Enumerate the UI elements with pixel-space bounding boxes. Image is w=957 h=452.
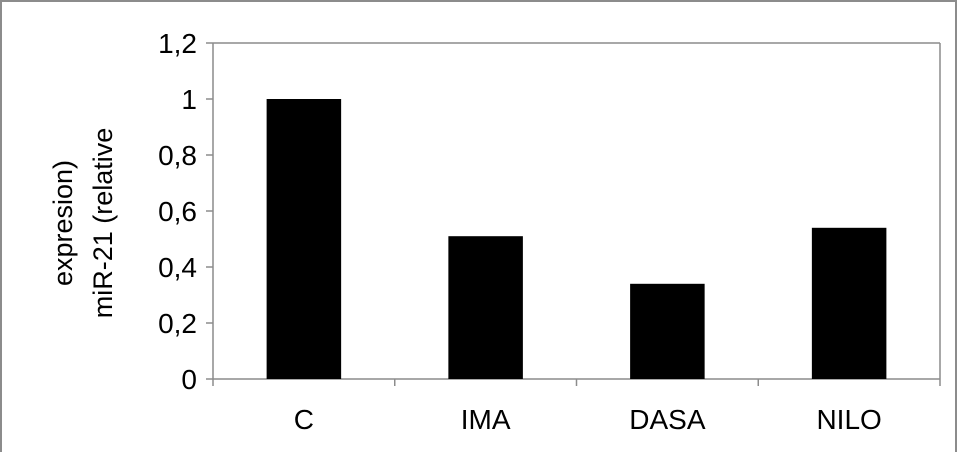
bar-ima (448, 236, 523, 379)
bars-group (266, 99, 887, 379)
y-tick-label: 0,2 (158, 308, 197, 339)
y-tick-label: 1,2 (158, 28, 197, 59)
x-tick-label: IMA (461, 404, 511, 435)
x-tick-label: C (294, 404, 314, 435)
y-tick-label: 0,6 (158, 196, 197, 227)
x-ticks-group: C IMA DASA NILO (212, 379, 941, 435)
bar-nilo (811, 227, 887, 379)
x-tick-label: NILO (816, 404, 881, 435)
bar-dasa (630, 283, 705, 379)
y-axis-label-line-2: miR-21 (relative (88, 128, 118, 319)
y-tick-label: 1 (181, 84, 197, 115)
frame-right-border (955, 0, 957, 452)
frame-left-border (0, 0, 2, 452)
bar-c (266, 99, 342, 379)
y-axis-label-line-1: expresion) (48, 160, 78, 286)
y-tick-label: 0 (181, 364, 197, 395)
y-ticks-group: 0 0,2 0,4 0,6 0,8 1 1,2 (158, 28, 213, 395)
frame-top-border (0, 0, 957, 2)
y-tick-label: 0,4 (158, 252, 197, 283)
x-tick-label: DASA (629, 404, 706, 435)
y-axis-label: expresion) miR-21 (relative (48, 128, 118, 319)
y-tick-label: 0,8 (158, 140, 197, 171)
